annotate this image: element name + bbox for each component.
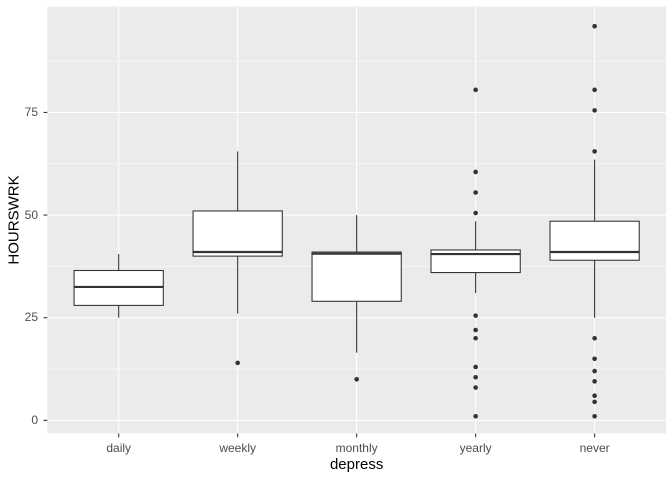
outlier-point <box>473 313 478 318</box>
outlier-point <box>473 169 478 175</box>
boxplot-daily <box>73 254 164 318</box>
boxplot-monthly <box>311 215 402 382</box>
x-tick-label-daily: daily <box>106 441 132 455</box>
outlier-point <box>592 87 597 93</box>
x-tick-label-weekly: weekly <box>219 441 256 455</box>
iqr-box <box>549 220 640 261</box>
iqr-box <box>311 251 402 302</box>
outlier-point <box>592 23 597 29</box>
y-tick-label-75: 75 <box>24 104 38 119</box>
outlier-point <box>592 399 597 405</box>
outlier-point <box>235 360 240 366</box>
outlier-point <box>592 356 597 362</box>
outlier-point <box>592 379 597 384</box>
outlier-point <box>592 413 597 419</box>
outlier-point <box>592 335 597 341</box>
boxplot-never <box>549 23 640 419</box>
outlier-point <box>473 327 478 333</box>
outlier-point <box>354 377 359 382</box>
outlier-point <box>473 413 478 419</box>
outlier-point <box>473 210 478 216</box>
outlier-point <box>592 108 597 113</box>
x-tick-label-never: never <box>579 441 610 455</box>
outlier-point <box>592 149 597 154</box>
x-tick-label-monthly: monthly <box>335 441 378 455</box>
iqr-box <box>430 249 521 274</box>
outlier-point <box>473 385 478 390</box>
x-tick-label-yearly: yearly <box>459 441 492 455</box>
outlier-point <box>473 374 478 380</box>
outlier-point <box>592 393 597 399</box>
outlier-point <box>473 335 478 341</box>
boxplot-yearly <box>430 87 521 419</box>
outlier-point <box>473 190 478 195</box>
outlier-point <box>473 364 478 370</box>
x-axis-title: depress <box>329 456 384 473</box>
boxplot-weekly <box>192 151 283 366</box>
y-tick-label-50: 50 <box>24 207 38 222</box>
y-tick-label-25: 25 <box>24 310 38 325</box>
outlier-point <box>473 87 478 93</box>
y-tick-label-0: 0 <box>31 412 38 427</box>
iqr-box <box>192 210 283 257</box>
outlier-point <box>592 368 597 374</box>
